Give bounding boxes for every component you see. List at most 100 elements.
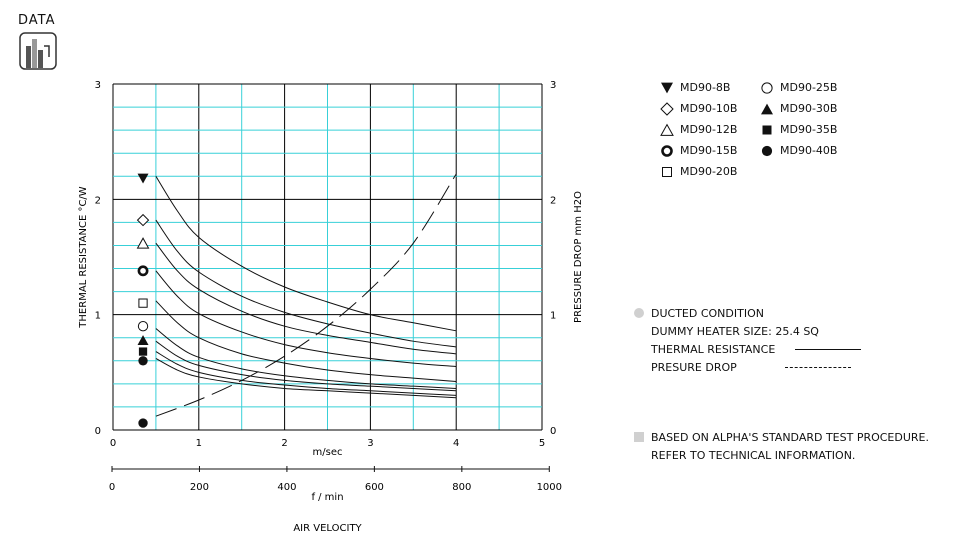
legend-symbol-icon — [761, 145, 773, 156]
legend-symbol-md90-40b — [761, 145, 773, 156]
legend: MD90-8B MD90-25B MD90-10B MD90-30B MD90-12B M… — [660, 80, 860, 179]
y-tick-label-left: 1 — [95, 311, 101, 322]
dashed-line-sample — [784, 366, 851, 368]
legend-item: MD90-15B — [660, 143, 760, 158]
thermal-resistance-legend: THERMAL RESISTANCE — [651, 342, 776, 356]
legend-symbol-icon — [660, 101, 674, 116]
legend-symbol-md90-25b — [761, 81, 773, 94]
data-label: DATA — [18, 13, 56, 28]
solid-line-sample — [795, 348, 862, 350]
notes-ducted: DUCTED CONDITION DUMMY HEATER SIZE: 25.4… — [634, 304, 862, 376]
legend-label: MD90-30B — [780, 102, 838, 115]
legend-symbol-md90-10b — [660, 101, 674, 116]
legend-symbol-md90-8b — [661, 82, 673, 93]
legend-label: MD90-25B — [780, 81, 838, 94]
y-axis-label-left: THERMAL RESISTANCE °C/W — [78, 186, 89, 329]
start-marker-md90-30b — [137, 335, 149, 345]
dummy-heater-size: DUMMY HEATER SIZE: 25.4 SQ — [651, 324, 819, 338]
legend-symbol-md90-12b — [660, 123, 674, 136]
start-marker-extra — [138, 418, 148, 428]
chart-markers — [136, 173, 150, 428]
y-axis-label-right: PRESSURE DROP mm H2O — [573, 191, 584, 323]
x-tick-label-fmin: 800 — [452, 482, 471, 493]
legend-item: MD90-8B — [660, 80, 760, 95]
legend-symbol-icon — [762, 125, 772, 134]
legend-item: MD90-30B — [760, 101, 860, 116]
start-marker-md90-12b — [136, 237, 150, 249]
chart-grid — [112, 83, 543, 431]
thermal-curve-md90-25b — [155, 328, 457, 389]
pressure-drop-curve — [155, 173, 457, 417]
y-tick-label-right: 0 — [550, 426, 556, 437]
start-marker-md90-35b — [138, 347, 148, 356]
x-tick-label-ms: 3 — [367, 438, 373, 449]
thermal-curve-md90-15b — [155, 270, 457, 368]
legend-item: MD90-40B — [760, 143, 860, 158]
x-tick-label-fmin: 1000 — [537, 482, 562, 493]
legend-symbol-md90-35b — [762, 125, 772, 134]
refer-to-note: REFER TO TECHNICAL INFORMATION. — [651, 448, 856, 462]
legend-label: MD90-35B — [780, 123, 838, 136]
y-tick-label-left: 0 — [95, 426, 101, 437]
legend-symbol-icon — [761, 81, 773, 94]
legend-symbol-md90-15b — [661, 144, 673, 157]
start-marker-md90-25b — [137, 321, 149, 332]
y-tick-label-right: 3 — [550, 80, 556, 91]
thermal-curve-md90-40b — [155, 358, 457, 399]
based-on-note: BASED ON ALPHA'S STANDARD TEST PROCEDURE… — [651, 430, 929, 444]
x-tick-label-fmin: 0 — [109, 482, 115, 493]
thermal-curve-md90-8b — [155, 176, 457, 332]
y-tick-label-left: 2 — [95, 195, 101, 206]
legend-label: MD90-8B — [680, 81, 731, 94]
legend-symbol-icon — [661, 82, 673, 93]
legend-item: MD90-12B — [660, 122, 760, 137]
thermal-curve-md90-30b — [155, 340, 457, 392]
start-marker-md90-15b — [137, 265, 149, 277]
legend-symbol-icon — [661, 144, 673, 157]
y-tick-label-right: 1 — [550, 311, 556, 322]
x-axis-label-main: AIR VELOCITY — [293, 523, 362, 534]
x-tick-label-fmin: 400 — [277, 482, 296, 493]
bullet-icon — [634, 432, 644, 442]
legend-label: MD90-15B — [680, 144, 738, 157]
y-tick-label-right: 2 — [550, 195, 556, 206]
legend-item: MD90-20B — [660, 164, 760, 179]
thermal-curve-md90-20b — [155, 300, 457, 383]
bullet-icon — [634, 308, 644, 318]
chart-curves — [155, 173, 457, 417]
start-marker-md90-8b — [137, 173, 149, 184]
pressure-drop-legend: PRESURE DROP — [651, 360, 737, 374]
legend-item: MD90-35B — [760, 122, 860, 137]
legend-item: MD90-10B — [660, 101, 760, 116]
start-marker-md90-40b — [138, 356, 148, 366]
y-tick-label-left: 3 — [95, 80, 101, 91]
legend-label: MD90-40B — [780, 144, 838, 157]
x-tick-label-fmin: 200 — [190, 482, 209, 493]
x-tick-label-ms: 1 — [196, 438, 202, 449]
ducted-condition: DUCTED CONDITION — [651, 306, 764, 320]
legend-symbol-md90-30b — [761, 103, 773, 114]
x-axis-label-ms: m/sec — [313, 447, 343, 458]
bar-chart-icon — [19, 32, 57, 70]
thermal-curve-md90-35b — [155, 351, 457, 396]
thermal-curve-md90-10b — [155, 219, 457, 348]
legend-label: MD90-12B — [680, 123, 738, 136]
legend-symbol-icon — [660, 123, 674, 136]
x-tick-label-ms: 5 — [539, 438, 545, 449]
legend-symbol-md90-20b — [662, 166, 672, 177]
legend-item: MD90-25B — [760, 80, 860, 95]
legend-symbol-icon — [662, 166, 672, 177]
start-marker-md90-10b — [136, 213, 150, 227]
legend-symbol-icon — [761, 103, 773, 114]
x-tick-label-ms: 0 — [110, 438, 116, 449]
x-tick-label-ms: 4 — [453, 438, 459, 449]
x-tick-label-ms: 2 — [281, 438, 287, 449]
chart-axes — [111, 466, 550, 472]
legend-label: MD90-10B — [680, 102, 738, 115]
x-tick-label-fmin: 600 — [365, 482, 384, 493]
thermal-curve-md90-12b — [155, 242, 457, 355]
notes-procedure: BASED ON ALPHA'S STANDARD TEST PROCEDURE… — [634, 428, 929, 464]
legend-label: MD90-20B — [680, 165, 738, 178]
